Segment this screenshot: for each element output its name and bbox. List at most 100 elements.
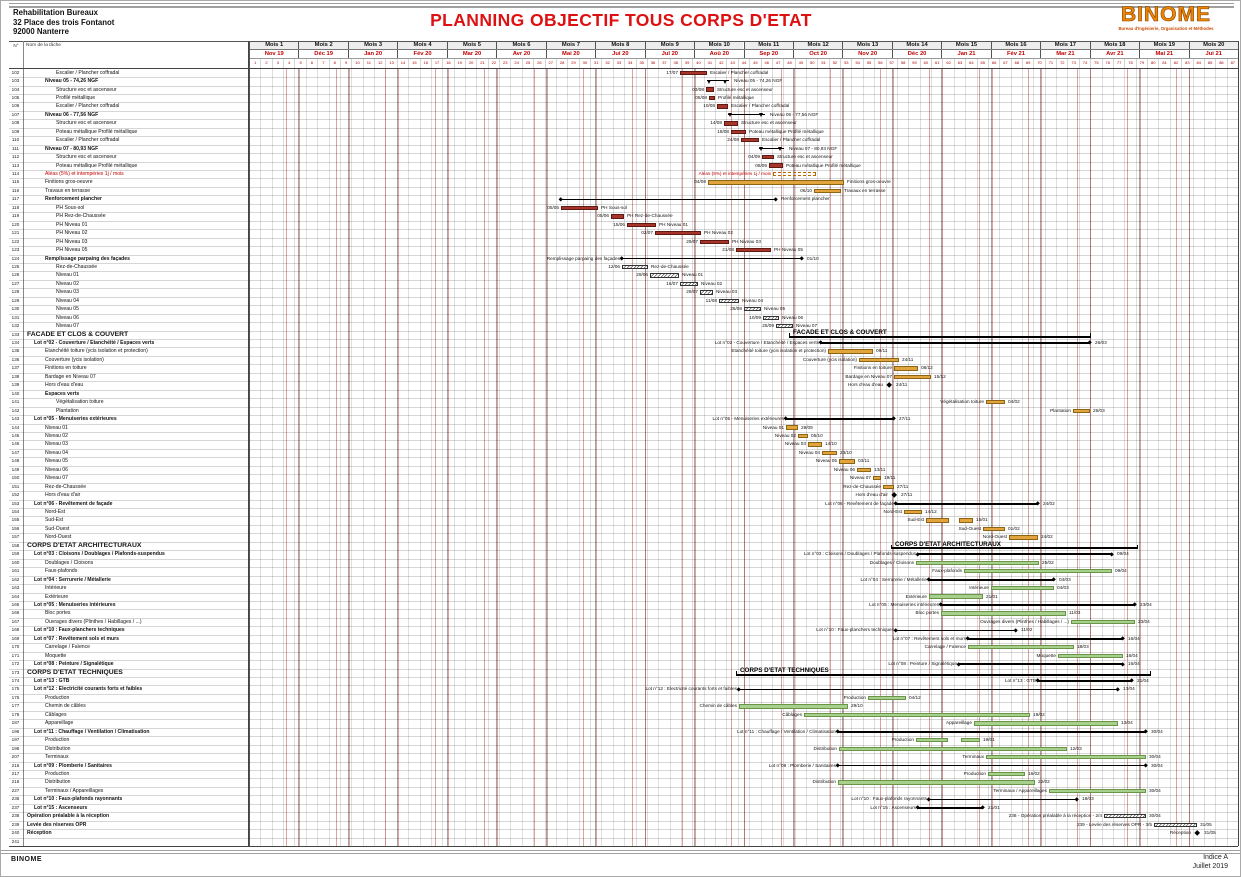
week-number-cell: 31 (590, 58, 601, 69)
task-number: 239 (11, 821, 20, 827)
task-name: PH Niveau 02 (56, 230, 88, 237)
bar-label: Escalier / Plancher coffradal (762, 137, 821, 143)
gantt-bar (904, 509, 922, 515)
bar-label: Couverture (ycis isolation) (802, 356, 857, 362)
bar-label: 19/02 (1033, 711, 1045, 717)
grid-line (9, 668, 1238, 670)
task-number: 104 (11, 86, 20, 92)
task-name: Travaux en terrasse (45, 187, 91, 194)
month-index-cell: Mois 1 (249, 41, 299, 50)
task-number: 122 (11, 238, 20, 244)
grid-line (453, 68, 455, 846)
bar-label: Lot n°13 : GTB (1004, 678, 1036, 683)
summary-bar (821, 342, 1090, 344)
grid-line (1112, 68, 1114, 846)
grid-line (1192, 68, 1194, 846)
gantt-bar-hatched (1104, 814, 1146, 819)
month-index-cell: Mois 5 (446, 41, 497, 50)
bar-label: 19/11 (884, 475, 896, 481)
task-number: 107 (11, 111, 20, 117)
grid-line (22, 41, 24, 846)
month-index-cell: Mois 20 (1188, 41, 1238, 50)
task-name: Niveau 06 (56, 314, 79, 321)
grid-line (978, 68, 980, 846)
grid-line (885, 68, 887, 846)
grid-line (9, 482, 1238, 484)
gantt-bar (708, 180, 844, 185)
grid-line (249, 49, 1238, 51)
month-name-cell: Déc 19 (298, 49, 347, 59)
week-number-cell: 87 (1226, 58, 1238, 69)
week-number-cell: 45 (749, 58, 760, 69)
milestone-diamond (799, 256, 805, 261)
task-number: 161 (11, 568, 20, 574)
bar-label: 05/10 (811, 432, 823, 438)
grid-line (1188, 68, 1190, 846)
task-name: Production (45, 737, 70, 744)
gantt-bar (883, 484, 894, 489)
bar-label: Niveau 01 (682, 272, 704, 278)
grid-line (521, 68, 523, 846)
grid-line (9, 372, 1238, 374)
week-number-cell: 50 (806, 58, 817, 69)
task-name: Lot n°10 : Faux-plafonds rayonnants (34, 796, 123, 803)
bar-label: 22/02 (1038, 779, 1050, 785)
bar-label: Terminaux / Appareillages (993, 787, 1047, 793)
month-index-cell: Mois 18 (1089, 41, 1140, 50)
summary-bar (918, 553, 1112, 556)
bar-label: 29/07 (686, 238, 698, 244)
grid-line (9, 178, 1238, 179)
grid-line (249, 41, 250, 846)
week-number-cell: 67 (999, 58, 1010, 69)
grid-line (9, 677, 1238, 678)
task-name: Niveau 07 (56, 323, 79, 330)
gantt-bar (941, 611, 1066, 616)
task-name: Terminaux (45, 754, 69, 761)
grid-line (9, 212, 1238, 213)
grid-line (9, 170, 1238, 171)
grid-line (1226, 68, 1228, 846)
task-name: Niveau 04 (45, 449, 68, 456)
task-name: Lot n°06 - Revêtement de façade (34, 500, 113, 507)
grid-line (595, 68, 596, 846)
bar-label: Niveau 03 (784, 441, 806, 447)
grid-line (497, 68, 498, 846)
grid-line (1022, 68, 1023, 846)
task-name: Niveau 07 - 80,93 NGF (45, 145, 99, 152)
gantt-bar (611, 214, 624, 219)
grid-line (9, 651, 1238, 653)
task-name: Escalier / Plancher coffradal (56, 137, 120, 144)
grid-line (703, 68, 705, 846)
task-number: 227 (11, 787, 20, 793)
bar-label: Extérieure (905, 593, 927, 599)
grid-line (9, 203, 1238, 205)
top-rule-1 (9, 3, 1234, 5)
week-number-cell: 33 (612, 58, 624, 69)
task-name: Profilé métallique (56, 94, 96, 101)
bar-label: Production (843, 694, 866, 700)
bar-label: PH Niveau 05 (774, 247, 803, 253)
grid-line (1090, 68, 1092, 846)
grid-line (9, 558, 1238, 560)
grid-line (1077, 68, 1079, 846)
grid-line (396, 68, 398, 846)
section-bar-tick (789, 333, 791, 339)
task-name: Bardage en Niveau 07 (45, 373, 96, 380)
gantt-bar (808, 442, 822, 447)
bar-label: 02/07 (641, 230, 653, 236)
bar-label: Terminaux (962, 754, 984, 760)
footer-date: Juillet 2019 (1192, 863, 1228, 870)
gantt-bar (786, 425, 798, 430)
month-index-cell: Mois 6 (496, 41, 546, 50)
hammock-end-triangle (728, 113, 732, 118)
month-name-cell: Avr 20 (496, 49, 545, 59)
grid-line (9, 423, 1238, 424)
week-number-cell: 84 (1192, 58, 1204, 69)
task-number: 173 (11, 669, 20, 675)
month-index-cell: Mois 12 (792, 41, 843, 50)
grid-line (578, 68, 580, 846)
bar-label: 05/08 (695, 94, 707, 100)
week-number-cell: 6 (305, 58, 317, 69)
grid-line (1010, 68, 1012, 846)
bar-label: Niveau 04 (798, 449, 820, 455)
